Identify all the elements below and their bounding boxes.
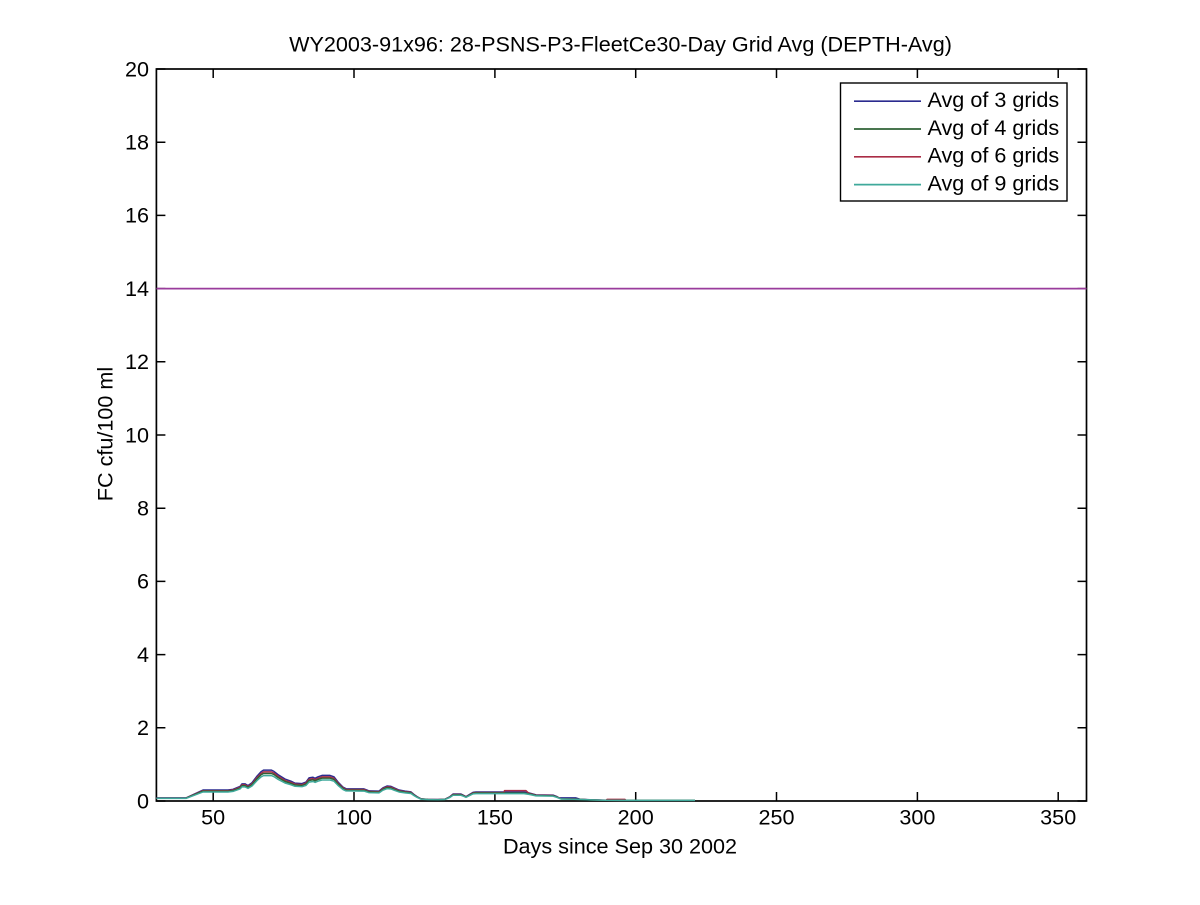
svg-text:FC cfu/100 ml: FC cfu/100 ml (92, 367, 117, 501)
svg-text:350: 350 (1040, 805, 1076, 830)
svg-text:50: 50 (201, 805, 225, 830)
svg-text:4: 4 (137, 642, 149, 667)
svg-text:250: 250 (758, 805, 794, 830)
svg-text:6: 6 (137, 569, 149, 594)
svg-text:300: 300 (899, 805, 935, 830)
svg-text:100: 100 (336, 805, 372, 830)
svg-text:150: 150 (477, 805, 513, 830)
svg-text:Avg of 6 grids: Avg of 6 grids (928, 143, 1060, 168)
svg-text:0: 0 (137, 788, 149, 813)
svg-text:10: 10 (125, 422, 149, 447)
svg-text:16: 16 (125, 203, 149, 228)
svg-text:14: 14 (125, 276, 149, 301)
svg-text:8: 8 (137, 496, 149, 521)
svg-text:200: 200 (618, 805, 654, 830)
svg-text:Avg of 4 grids: Avg of 4 grids (928, 115, 1060, 140)
svg-text:2: 2 (137, 715, 149, 740)
svg-text:WY2003-91x96: 28-PSNS-P3-Fleet: WY2003-91x96: 28-PSNS-P3-FleetCe30-Day G… (289, 31, 952, 56)
svg-text:Avg of 3 grids: Avg of 3 grids (928, 87, 1060, 112)
svg-text:12: 12 (125, 349, 149, 374)
svg-text:Days since Sep 30 2002: Days since Sep 30 2002 (503, 834, 737, 859)
svg-text:18: 18 (125, 130, 149, 155)
svg-text:20: 20 (125, 56, 149, 81)
svg-text:Avg of 9 grids: Avg of 9 grids (928, 171, 1060, 196)
